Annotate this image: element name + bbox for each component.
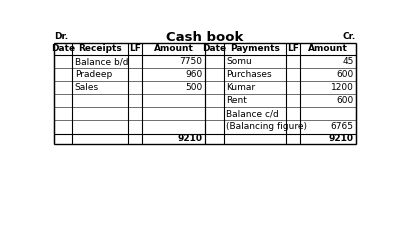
Text: Amount: Amount — [154, 44, 194, 53]
Text: 960: 960 — [186, 70, 203, 79]
Text: LF: LF — [287, 44, 298, 53]
Text: Purchases: Purchases — [226, 70, 272, 79]
Text: 6765: 6765 — [331, 122, 354, 131]
Text: 9210: 9210 — [178, 134, 203, 143]
Text: Date: Date — [202, 44, 226, 53]
Text: Sales: Sales — [75, 83, 99, 92]
Text: 500: 500 — [186, 83, 203, 92]
Text: 600: 600 — [336, 70, 354, 79]
Text: Balance b/d: Balance b/d — [75, 57, 128, 66]
Text: (Balancing figure): (Balancing figure) — [226, 122, 307, 131]
Text: Cr.: Cr. — [343, 32, 356, 41]
Text: 45: 45 — [342, 57, 354, 66]
Text: Receipts: Receipts — [78, 44, 122, 53]
Text: Date: Date — [51, 44, 75, 53]
Text: Dr.: Dr. — [54, 32, 68, 41]
Text: Amount: Amount — [308, 44, 348, 53]
Text: 9210: 9210 — [329, 134, 354, 143]
Text: Kumar: Kumar — [226, 83, 255, 92]
Text: 1200: 1200 — [331, 83, 354, 92]
Text: 7750: 7750 — [180, 57, 203, 66]
Text: Rent: Rent — [226, 96, 247, 105]
Text: LF: LF — [129, 44, 141, 53]
Text: Payments: Payments — [230, 44, 280, 53]
Text: Somu: Somu — [226, 57, 252, 66]
Text: Cash book: Cash book — [166, 31, 244, 44]
Text: 600: 600 — [336, 96, 354, 105]
Text: Pradeep: Pradeep — [75, 70, 112, 79]
Text: Balance c/d: Balance c/d — [226, 109, 279, 118]
